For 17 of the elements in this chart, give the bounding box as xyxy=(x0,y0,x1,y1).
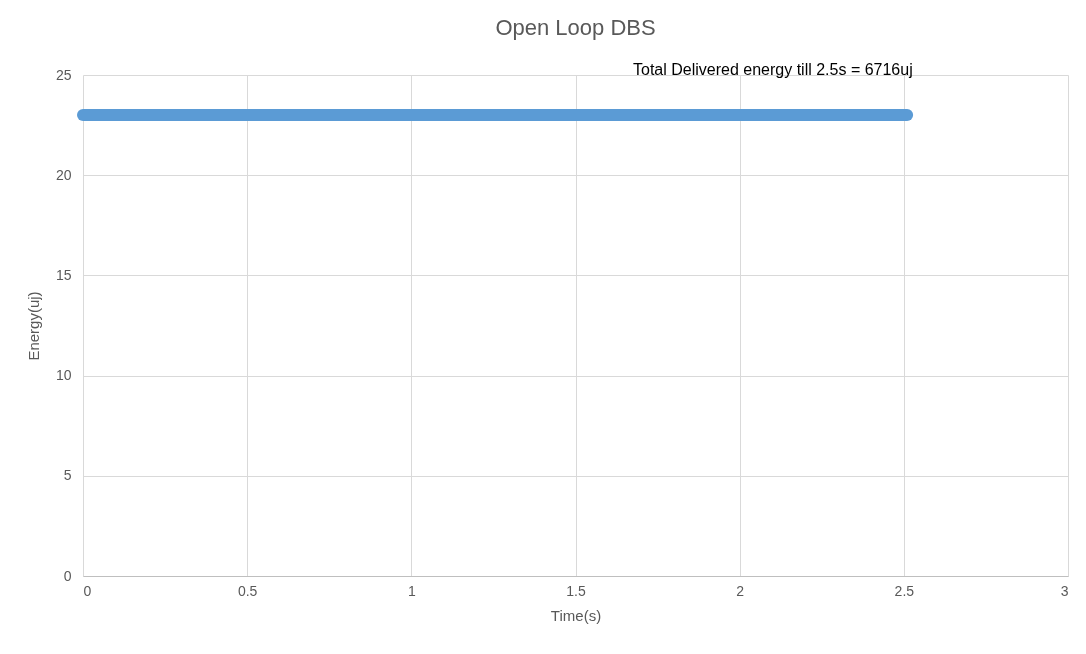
y-tick-label: 0 xyxy=(63,567,72,584)
chart-title: Open Loop DBS xyxy=(495,15,656,40)
x-tick-label: 1.5 xyxy=(566,582,586,599)
y-tick-label: 25 xyxy=(55,66,72,83)
annotation: Total Delivered energy till 2.5s = 6716uj xyxy=(633,61,913,78)
x-tick-label: 0 xyxy=(83,582,92,599)
y-tick-label: 20 xyxy=(55,166,72,183)
y-tick-label: 10 xyxy=(55,367,72,384)
x-axis-title: Time(s) xyxy=(550,606,602,624)
y-tick-label: 5 xyxy=(63,467,72,484)
x-tick-label: 2.5 xyxy=(894,582,915,599)
x-tick-label: 0.5 xyxy=(237,582,258,599)
x-tick-label: 1 xyxy=(407,582,416,599)
x-tick-label: 2 xyxy=(736,582,745,599)
y-tick-label: 15 xyxy=(55,266,72,283)
x-tick-label: 3 xyxy=(1060,582,1069,599)
y-axis-title: Energy(uj) xyxy=(24,291,42,361)
